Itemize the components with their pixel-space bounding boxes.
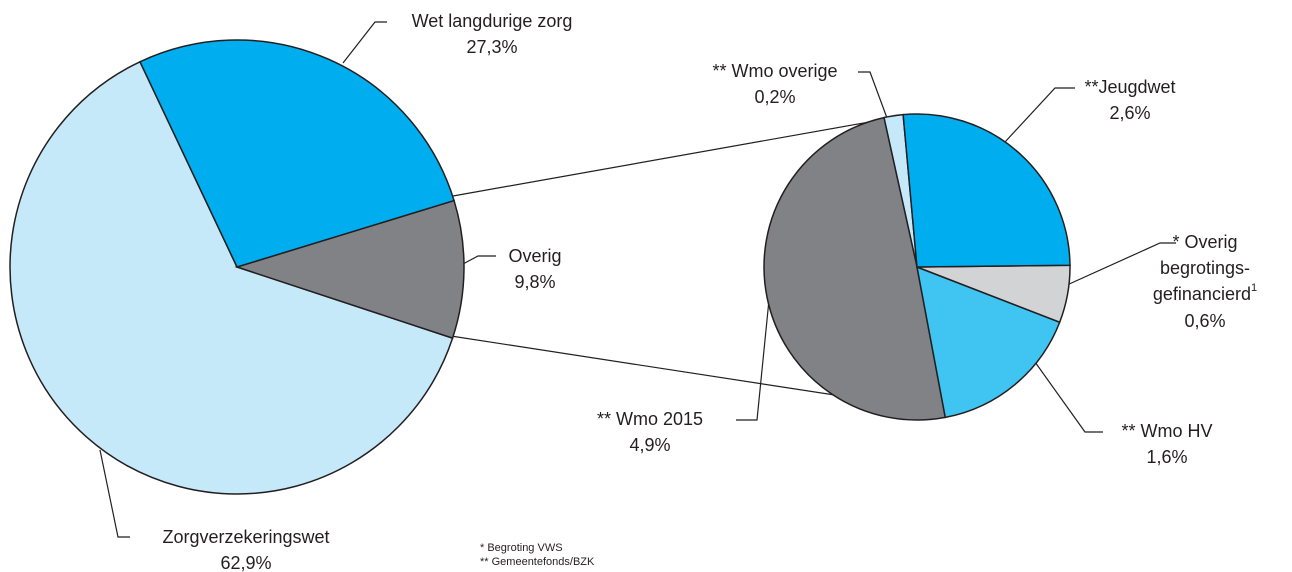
slice-label: ** Wmo HV — [1121, 421, 1212, 441]
slice-label: Zorgverzekeringswet — [162, 527, 329, 547]
label-text: gefinancierd — [1153, 284, 1251, 304]
footnote: * Begroting VWS — [480, 542, 563, 554]
slice-label: ** Wmo overige — [712, 61, 837, 81]
value-label: 0,2% — [754, 87, 795, 107]
slice-label: Wet langdurige zorg — [412, 11, 573, 31]
value-label: 1,6% — [1146, 447, 1187, 467]
value-label: 0,6% — [1184, 311, 1225, 331]
leader — [462, 255, 496, 265]
leader — [1004, 87, 1075, 143]
footnote-mark: 1 — [1251, 282, 1257, 294]
leader — [99, 449, 130, 538]
value-label: 62,9% — [220, 553, 271, 572]
leader — [1029, 354, 1103, 433]
connector — [452, 115, 904, 197]
slice-label: * Overig — [1172, 232, 1237, 252]
leader — [342, 21, 387, 64]
slice-label: begrotings- — [1160, 258, 1250, 278]
pie-slice — [9, 60, 454, 495]
pie-slice — [902, 113, 1071, 268]
leader — [858, 71, 888, 119]
slice-label: Overig — [508, 246, 561, 266]
pie-slice — [138, 39, 455, 268]
value-label: 2,6% — [1109, 103, 1150, 123]
leader — [1066, 242, 1176, 286]
pie-slice — [763, 116, 947, 421]
leader — [736, 289, 771, 421]
slice-label: ** Wmo 2015 — [597, 409, 703, 429]
value-label: 9,8% — [514, 272, 555, 292]
footnote: ** Gemeentefonds/BZK — [480, 556, 595, 568]
slice-label: gefinancierd1 — [1153, 282, 1257, 304]
value-label: 27,3% — [466, 37, 517, 57]
value-label: 4,9% — [629, 435, 670, 455]
pie-slice — [234, 199, 465, 340]
pie-slice — [916, 265, 1061, 419]
slice-label: **Jeugdwet — [1084, 77, 1175, 97]
